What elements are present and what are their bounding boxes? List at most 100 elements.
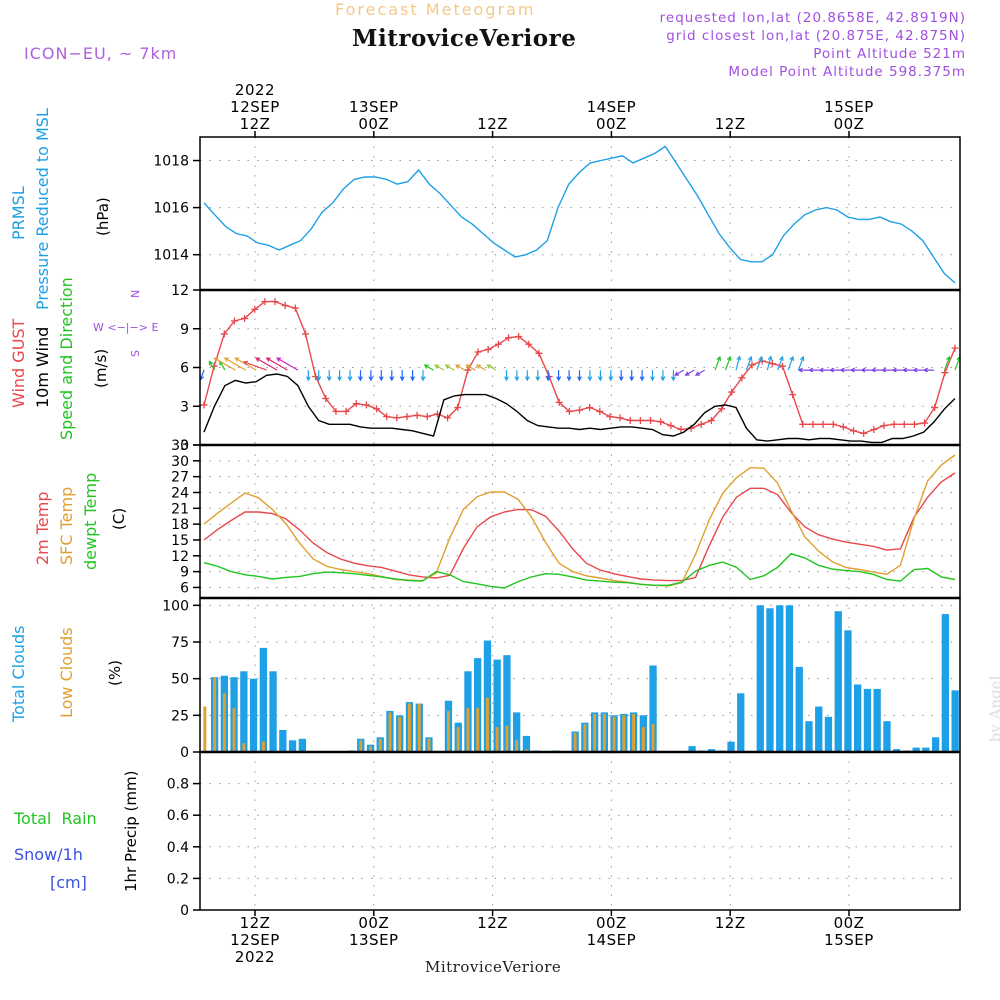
- total-cloud-bar: [844, 630, 852, 752]
- low-cloud-bar: [612, 716, 616, 752]
- gust-marker: [890, 420, 898, 428]
- temp-sfc-line: [203, 454, 956, 587]
- compass-row: W <−|−> E: [93, 321, 158, 334]
- wind-direction-arrow: [912, 367, 924, 373]
- time-label-top: 12Z: [715, 115, 746, 133]
- wind-label-10m: 10m Wind: [33, 327, 52, 408]
- total-cloud-bar: [863, 688, 872, 752]
- gust-marker: [403, 413, 411, 421]
- wind-direction-arrow: [870, 367, 882, 373]
- low-cloud-bar: [378, 738, 382, 752]
- gust-marker: [657, 418, 665, 426]
- y-tick-label: 0: [180, 745, 189, 761]
- wind-direction-arrow: [660, 370, 666, 382]
- grid-layer: [200, 137, 960, 911]
- y-tick-label: 3: [180, 399, 189, 415]
- time-label-bottom: 2022: [235, 948, 275, 966]
- time-label-bottom: 12Z: [477, 914, 508, 932]
- total-cloud-bar: [249, 678, 258, 752]
- y-tick-label: 21: [171, 501, 189, 517]
- y-tick-label: 12: [171, 283, 189, 299]
- gust-marker: [606, 413, 614, 421]
- time-label-top: 12SEP: [230, 98, 280, 116]
- low-cloud-bar: [447, 710, 450, 752]
- gust-marker: [728, 388, 736, 396]
- low-cloud-bar: [622, 715, 626, 752]
- gust-marker: [444, 414, 452, 422]
- wind-direction-arrow: [242, 360, 267, 371]
- wind-direction-arrow: [514, 370, 520, 382]
- panel-frame: [199, 136, 961, 291]
- pressure-label-prmsl: PRMSL: [9, 186, 28, 240]
- time-label-top: 2022: [235, 81, 275, 99]
- time-label-bottom: 00Z: [834, 914, 865, 932]
- y-tick-label: 0: [180, 903, 189, 919]
- time-label-bottom: 12SEP: [230, 931, 280, 949]
- wind-direction-arrow: [829, 367, 841, 373]
- total-cloud-bar: [951, 690, 959, 752]
- gust-marker: [586, 404, 594, 412]
- gust-marker: [515, 333, 523, 340]
- y-tick-label: 100: [162, 598, 189, 614]
- gust-marker: [799, 420, 807, 428]
- gust-marker: [667, 422, 675, 430]
- wind-direction-arrow: [556, 370, 562, 382]
- wind-direction-arrow: [223, 357, 246, 371]
- low-cloud-bar: [486, 697, 489, 752]
- time-label-top: 13SEP: [349, 98, 399, 116]
- total-cloud-bar: [240, 671, 248, 752]
- wind-direction-arrow: [337, 370, 343, 382]
- wind-direction-arrow: [860, 367, 872, 373]
- precip-label-rain: Total Rain: [13, 809, 97, 828]
- wind-direction-arrow: [305, 370, 311, 382]
- wind-direction-arrow: [777, 355, 784, 371]
- total-cloud-bar: [269, 671, 277, 752]
- wind-direction-arrow: [670, 370, 676, 382]
- wind-direction-arrow: [566, 370, 572, 382]
- wind-direction-arrow: [276, 357, 299, 371]
- low-cloud-bar: [408, 703, 411, 752]
- gust-marker: [697, 420, 705, 428]
- time-label-top: 00Z: [834, 115, 865, 133]
- wind-direction-arrow: [618, 370, 624, 382]
- compass-north: N: [129, 290, 142, 298]
- total-cloud-bar: [815, 706, 823, 752]
- y-tick-label: 0: [180, 438, 189, 454]
- gust-marker: [312, 373, 320, 381]
- low-cloud-bar: [369, 746, 372, 752]
- total-cloud-bar: [483, 640, 492, 752]
- wind-direction-arrow: [410, 370, 416, 382]
- pressure-unit: (hPa): [94, 197, 112, 236]
- time-label-bottom: 12Z: [715, 914, 746, 932]
- wind-direction-arrow: [745, 355, 753, 371]
- y-tick-label: 6: [180, 361, 189, 377]
- total-cloud-bar: [503, 655, 511, 752]
- gust-marker: [271, 298, 279, 306]
- wind-direction-arrow: [891, 367, 903, 373]
- gust-marker: [220, 330, 228, 338]
- wind-direction-arrow: [255, 357, 278, 371]
- gust-marker: [880, 422, 888, 430]
- low-cloud-bar: [466, 708, 470, 752]
- model-point-altitude: Model Point Altitude 598.375m: [728, 64, 966, 80]
- gust-marker: [860, 429, 868, 437]
- total-cloud-bar: [756, 605, 764, 752]
- gust-marker: [383, 413, 391, 421]
- total-cloud-bar: [279, 730, 287, 752]
- wind-direction-arrow: [808, 367, 820, 373]
- low-cloud-bar: [261, 741, 265, 752]
- wind-direction-arrow: [504, 370, 509, 382]
- gust-marker: [677, 426, 685, 433]
- wind-side-labels: Wind GUST 10m Wind Speed and Direction (…: [9, 277, 158, 440]
- wind-direction-arrow: [545, 370, 551, 382]
- total-cloud-bar: [688, 746, 696, 752]
- wind-direction-arrow: [849, 367, 862, 373]
- y-tick-label: 24: [171, 485, 189, 501]
- gust-marker: [322, 395, 330, 402]
- wind-direction-arrow: [577, 370, 582, 382]
- gust-marker: [778, 362, 786, 370]
- gust-marker: [718, 405, 726, 413]
- y-tick-label: 1014: [153, 248, 189, 264]
- total-cloud-bar: [834, 611, 842, 752]
